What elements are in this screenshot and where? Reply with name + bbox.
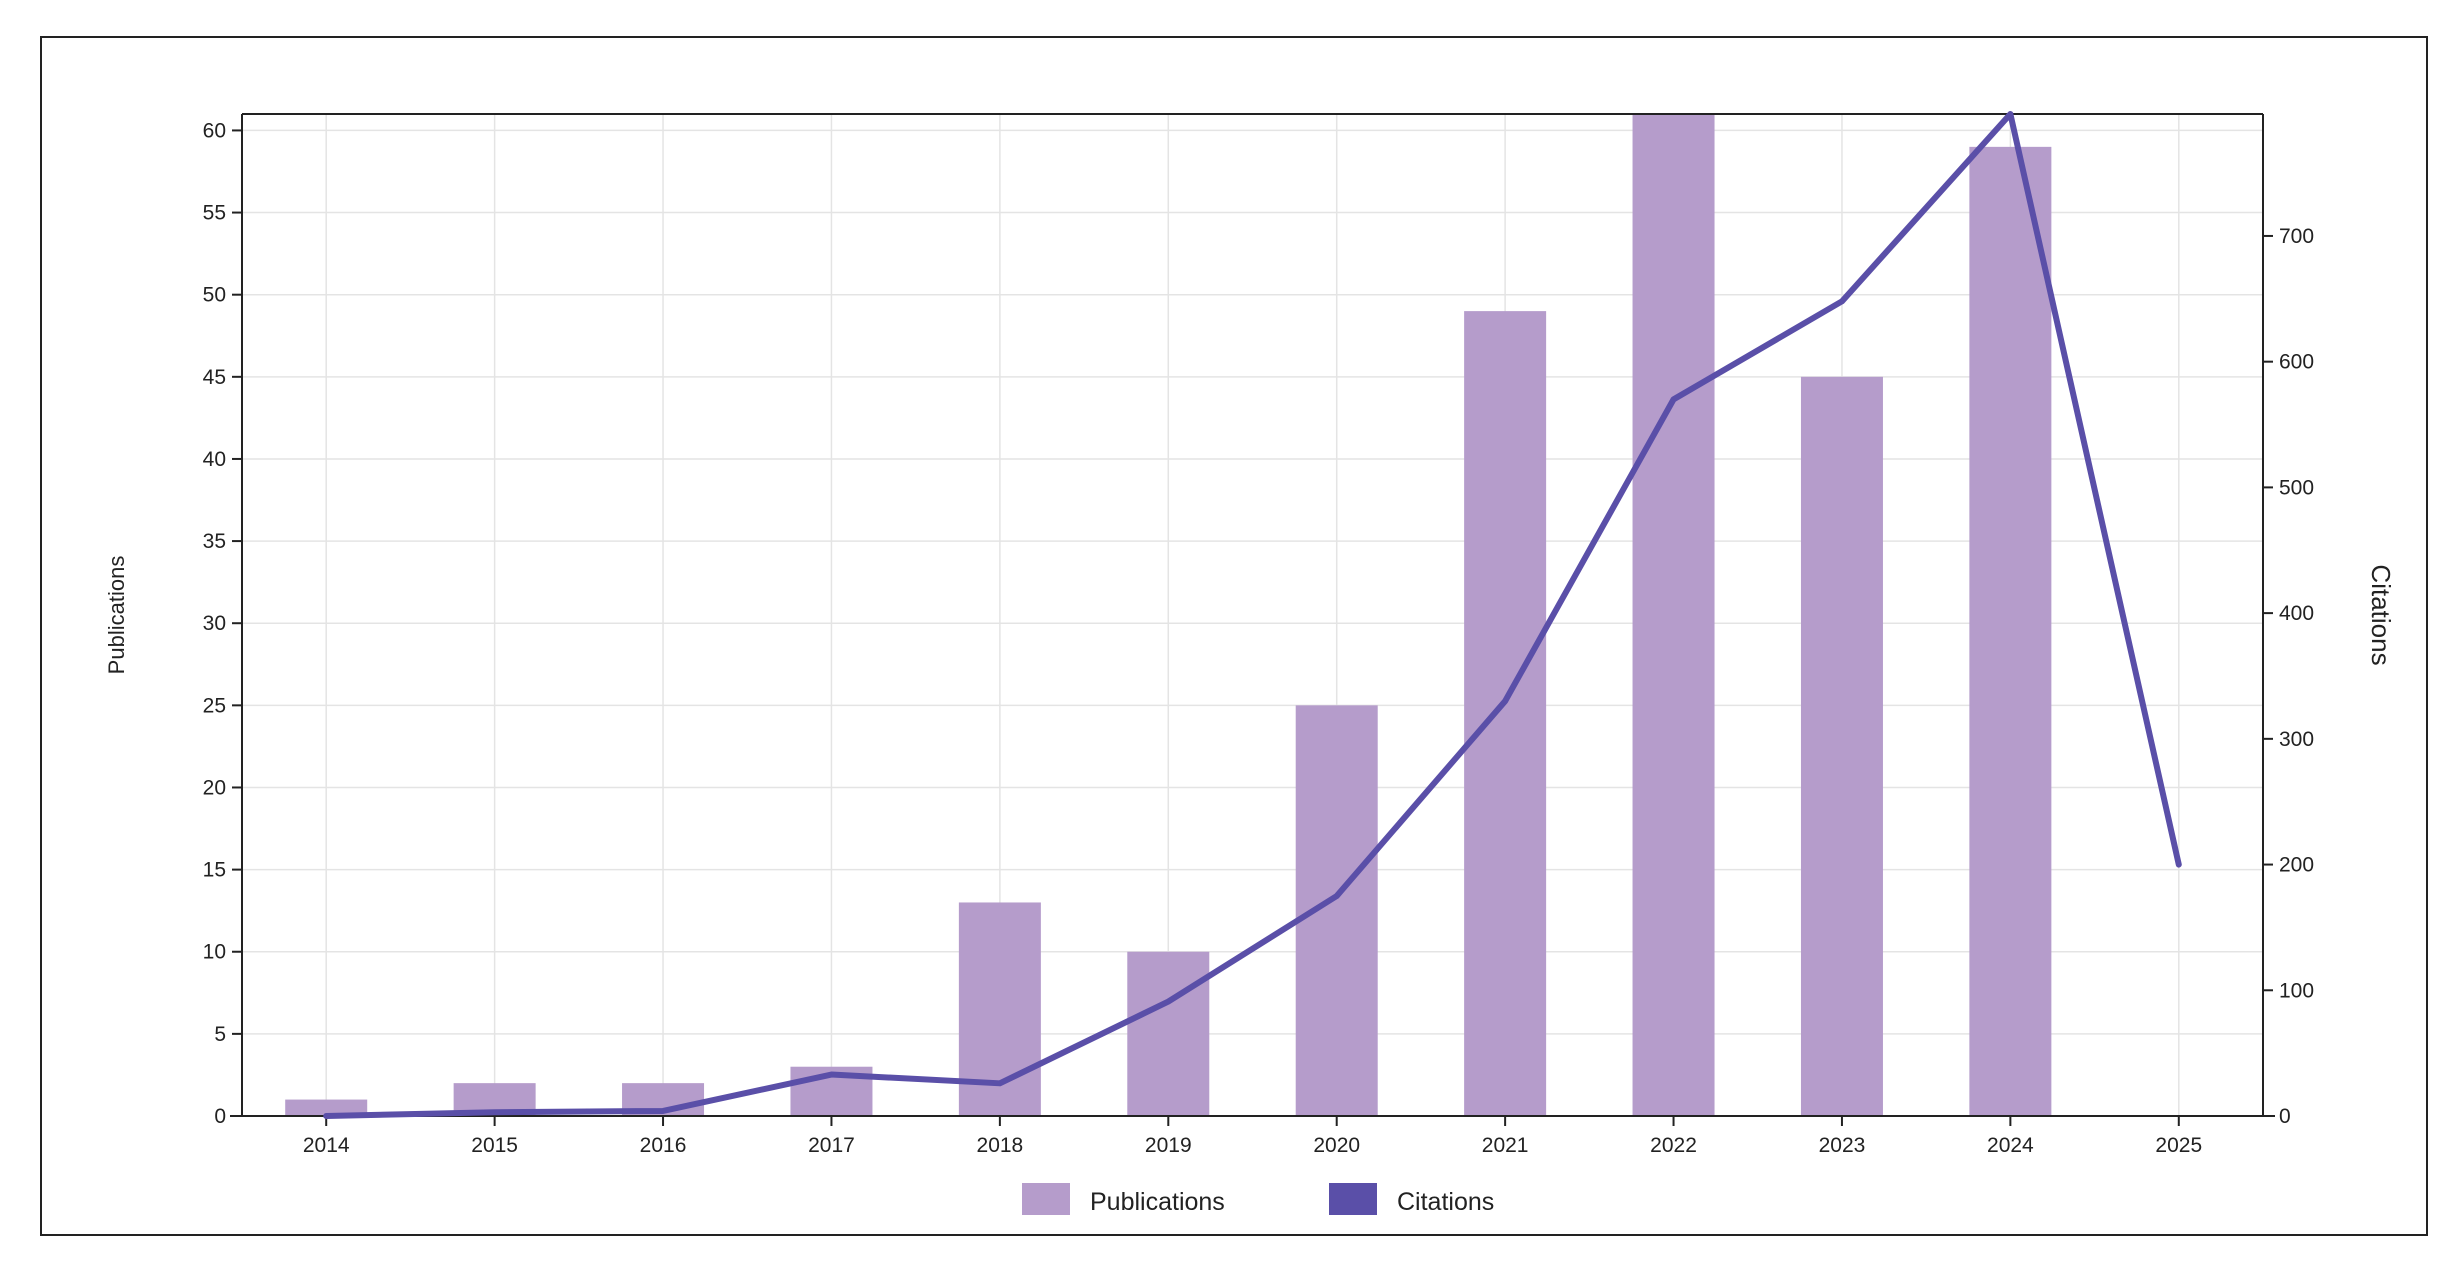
x-tick-label: 2016 <box>640 1134 687 1157</box>
citations-line <box>323 111 2182 1119</box>
x-tick-label: 2023 <box>1819 1134 1866 1157</box>
left-tick-label: 45 <box>203 366 226 389</box>
bar-2021 <box>1464 311 1547 1116</box>
right-tick-label: 500 <box>2279 476 2314 499</box>
x-tick-label: 2021 <box>1482 1134 1529 1157</box>
right-tick-label: 0 <box>2279 1105 2291 1128</box>
x-tick-label: 2020 <box>1313 1134 1360 1157</box>
left-tick-label: 55 <box>203 202 226 225</box>
x-tick-label: 2025 <box>2155 1134 2202 1157</box>
left-tick-label: 60 <box>203 119 226 142</box>
left-tick-label: 20 <box>203 776 226 799</box>
left-tick-label: 40 <box>203 448 226 471</box>
left-tick-label: 50 <box>203 284 226 307</box>
left-tick-label: 0 <box>214 1105 226 1128</box>
right-tick-label: 100 <box>2279 979 2314 1002</box>
left-tick-label: 30 <box>203 612 226 635</box>
legend-label-citations: Citations <box>1397 1188 1494 1216</box>
left-tick-label: 5 <box>214 1023 226 1046</box>
publications-bars <box>285 114 2052 1116</box>
left-tick-label: 25 <box>203 694 226 717</box>
legend: Publications Citations <box>1022 1183 1494 1216</box>
bar-2019 <box>1127 951 1210 1116</box>
left-tick-label: 35 <box>203 530 226 553</box>
axes: 0510152025303540455055600100200300400500… <box>203 113 2314 1157</box>
x-tick-label: 2015 <box>471 1134 518 1157</box>
x-tick-label: 2017 <box>808 1134 855 1157</box>
legend-label-publications: Publications <box>1090 1188 1225 1216</box>
grid <box>242 114 2263 1117</box>
x-tick-label: 2018 <box>977 1134 1024 1157</box>
bar-2023 <box>1800 376 1883 1116</box>
x-tick-label: 2024 <box>1987 1134 2034 1157</box>
right-tick-label: 300 <box>2279 728 2314 751</box>
x-tick-label: 2014 <box>303 1134 350 1157</box>
bar-2014 <box>285 1099 368 1116</box>
right-axis-title: Citations <box>2366 564 2396 665</box>
bar-2022 <box>1632 114 1715 1116</box>
right-tick-label: 700 <box>2279 225 2314 248</box>
x-tick-label: 2019 <box>1145 1134 1192 1157</box>
right-tick-label: 200 <box>2279 854 2314 877</box>
citations-line-group <box>323 111 2182 1119</box>
combo-chart: 0510152025303540455055600100200300400500… <box>104 111 2396 1216</box>
left-tick-label: 10 <box>203 941 226 964</box>
bar-2024 <box>1969 146 2052 1116</box>
legend-swatch-publications <box>1022 1183 1070 1215</box>
left-tick-label: 15 <box>203 859 226 882</box>
left-axis-title: Publications <box>104 556 129 675</box>
right-tick-label: 600 <box>2279 351 2314 374</box>
right-tick-label: 400 <box>2279 602 2314 625</box>
legend-swatch-citations <box>1329 1183 1377 1215</box>
x-tick-label: 2022 <box>1650 1134 1697 1157</box>
chart-frame: 0 5 10 15 20 25 30 35 40 45 50 55 60 0 100 200 300 400 500… <box>40 36 2428 1236</box>
